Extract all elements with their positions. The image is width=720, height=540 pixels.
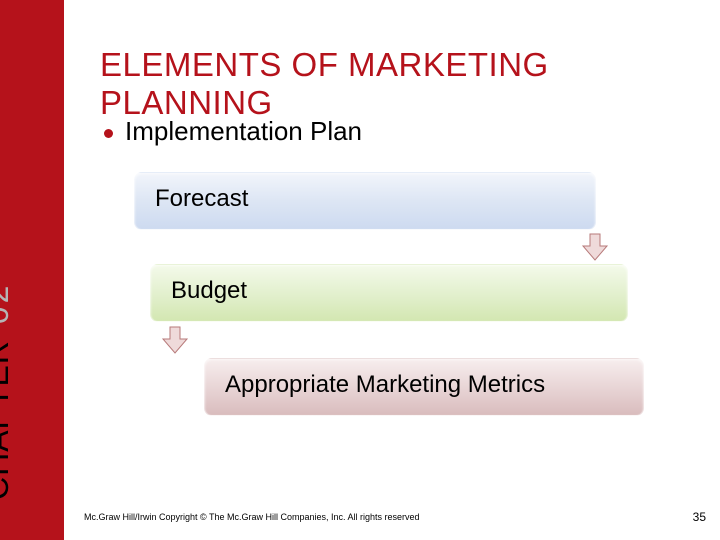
bullet-item: Implementation Plan	[104, 116, 362, 147]
flow-box-label: Forecast	[155, 185, 248, 212]
bullet-label: Implementation Plan	[125, 116, 362, 147]
arrow-down-icon	[160, 325, 190, 355]
flow-box-label: Budget	[171, 277, 247, 304]
flow-box-forecast: Forecast	[134, 172, 596, 230]
flow-box-label: Appropriate Marketing Metrics	[225, 371, 545, 398]
slide: CHAPTER 02 ELEMENTS OF MARKETING PLANNIN…	[0, 0, 720, 540]
chapter-word: CHAPTER	[0, 340, 15, 500]
chapter-label: CHAPTER 02	[0, 283, 16, 500]
flow-box-metrics: Appropriate Marketing Metrics	[204, 358, 644, 416]
footer-copyright: Mc.Graw Hill/Irwin Copyright © The Mc.Gr…	[84, 512, 420, 522]
page-number: 35	[693, 510, 706, 524]
chapter-sidebar: CHAPTER 02	[0, 0, 64, 540]
bullet-dot-icon	[104, 129, 113, 138]
page-title: ELEMENTS OF MARKETING PLANNING	[100, 46, 720, 122]
arrow-down-icon	[580, 232, 610, 262]
flow-box-budget: Budget	[150, 264, 628, 322]
chapter-number: 02	[0, 283, 15, 325]
